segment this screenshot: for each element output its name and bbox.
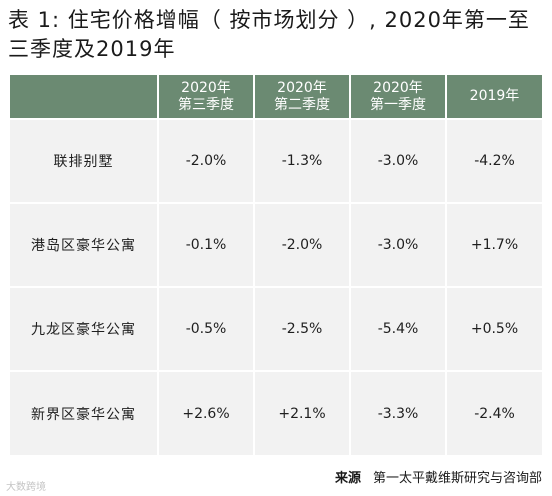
header-year: 2020年 (373, 79, 423, 96)
value-cell: -3.0% (349, 118, 446, 203)
value-cell: -3.3% (349, 370, 446, 455)
header-2019: 2019年 (445, 75, 542, 119)
header-corner-cell (10, 75, 158, 119)
source-note: 来源 第一太平戴维斯研究与咨询部 (335, 467, 542, 486)
table-header-row: 2020年 第三季度 2020年 第二季度 2020年 第一季度 2019年 (10, 75, 542, 119)
value-cell: +2.6% (157, 370, 254, 455)
header-quarter: 第三季度 (178, 96, 234, 113)
value-cell: -1.3% (253, 118, 350, 203)
header-year: 2020年 (181, 79, 231, 96)
table-row-townhouse: 联排别墅 -2.0% -1.3% -3.0% -4.2% (10, 118, 542, 203)
row-label: 联排别墅 (10, 118, 158, 203)
value-cell: +1.7% (445, 202, 542, 287)
row-label: 九龙区豪华公寓 (10, 286, 158, 371)
value-cell: -2.0% (253, 202, 350, 287)
value-cell: -0.5% (157, 286, 254, 371)
table-row-hk-island: 港岛区豪华公寓 -0.1% -2.0% -3.0% +1.7% (10, 202, 542, 287)
watermark: 大数跨境 (6, 482, 46, 493)
value-cell: -2.4% (445, 370, 542, 455)
header-quarter: 第二季度 (274, 96, 330, 113)
value-cell: -0.1% (157, 202, 254, 287)
row-label: 港岛区豪华公寓 (10, 202, 158, 287)
header-2020-q1: 2020年 第一季度 (349, 75, 446, 119)
value-cell: -2.0% (157, 118, 254, 203)
source-text: 第一太平戴维斯研究与咨询部 (372, 471, 542, 486)
price-change-table: 2020年 第三季度 2020年 第二季度 2020年 第一季度 2019年 联排别墅… (10, 75, 542, 455)
header-2020-q2: 2020年 第二季度 (253, 75, 350, 119)
header-2020-q3: 2020年 第三季度 (157, 75, 254, 119)
value-cell: -3.0% (349, 202, 446, 287)
value-cell: -4.2% (445, 118, 542, 203)
value-cell: -2.5% (253, 286, 350, 371)
value-cell: -5.4% (349, 286, 446, 371)
table-title: 表 1: 住宅价格增幅（ 按市场划分 ）, 2020年第一至三季度及2019年 (8, 8, 530, 61)
header-quarter: 第一季度 (370, 96, 426, 113)
source-label: 来源 (334, 471, 361, 486)
table-row-kowloon: 九龙区豪华公寓 -0.5% -2.5% -5.4% +0.5% (10, 286, 542, 371)
header-year: 2020年 (277, 79, 327, 96)
value-cell: +0.5% (445, 286, 542, 371)
table-row-new-territories: 新界区豪华公寓 +2.6% +2.1% -3.3% -2.4% (10, 370, 542, 455)
row-label: 新界区豪华公寓 (10, 370, 158, 455)
value-cell: +2.1% (253, 370, 350, 455)
header-year: 2019年 (469, 88, 520, 104)
